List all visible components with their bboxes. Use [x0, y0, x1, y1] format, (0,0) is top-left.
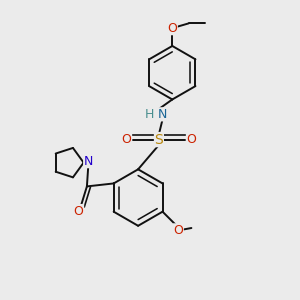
Text: O: O [173, 224, 183, 237]
Text: O: O [121, 133, 131, 146]
Text: N: N [158, 108, 167, 121]
Text: O: O [74, 205, 83, 218]
Text: O: O [187, 133, 196, 146]
Text: S: S [154, 133, 163, 147]
Text: N: N [84, 154, 93, 168]
Text: O: O [167, 22, 177, 34]
Text: H: H [145, 108, 154, 121]
